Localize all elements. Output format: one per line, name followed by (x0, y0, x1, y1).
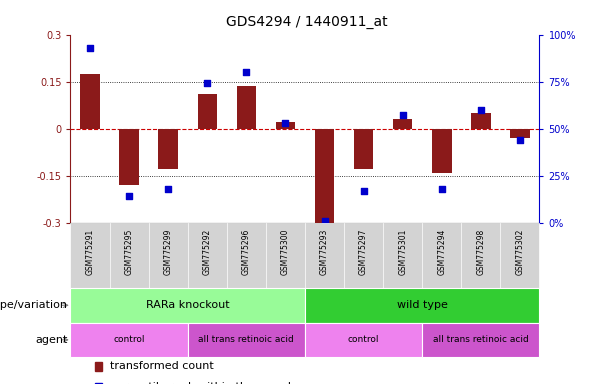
Text: wild type: wild type (397, 300, 447, 310)
Text: GSM775297: GSM775297 (359, 229, 368, 275)
Point (319, 218, 329, 224)
Text: GSM775294: GSM775294 (437, 229, 446, 275)
Text: GSM775292: GSM775292 (203, 229, 211, 275)
Bar (158, 129, 178, 169)
Point (398, 113, 408, 119)
Point (242, 69, 251, 75)
Bar (80, 74, 100, 129)
Point (163, 186, 173, 192)
Text: control: control (348, 335, 379, 344)
Bar (471, 113, 490, 129)
Bar (237, 86, 256, 129)
Bar (354, 129, 373, 169)
Text: GSM775300: GSM775300 (281, 229, 290, 275)
Text: GSM775299: GSM775299 (164, 229, 173, 275)
Text: GSM775295: GSM775295 (124, 229, 134, 275)
Text: control: control (113, 335, 145, 344)
Text: GSM775298: GSM775298 (476, 229, 485, 275)
Bar (120, 129, 139, 185)
Point (476, 107, 485, 113)
Text: transformed count: transformed count (110, 361, 213, 371)
Bar (510, 129, 530, 138)
Text: all trans retinoic acid: all trans retinoic acid (433, 335, 528, 344)
Point (515, 137, 525, 143)
Text: all trans retinoic acid: all trans retinoic acid (199, 335, 294, 344)
Point (85, 45, 95, 51)
Bar (276, 122, 295, 129)
Text: GSM775302: GSM775302 (516, 229, 524, 275)
Point (359, 188, 368, 194)
Text: GSM775296: GSM775296 (242, 229, 251, 275)
Text: agent: agent (35, 335, 67, 345)
Bar (314, 129, 334, 224)
Text: RARa knockout: RARa knockout (146, 300, 229, 310)
Point (281, 120, 291, 126)
Bar (393, 119, 413, 129)
Bar (432, 129, 452, 172)
Text: GSM775293: GSM775293 (320, 229, 329, 275)
Point (124, 193, 134, 199)
Point (202, 80, 212, 86)
Text: GSM775301: GSM775301 (398, 229, 407, 275)
Text: genotype/variation: genotype/variation (0, 300, 67, 310)
Text: GDS4294 / 1440911_at: GDS4294 / 1440911_at (226, 15, 387, 29)
Point (437, 186, 447, 192)
Bar (197, 94, 217, 129)
Text: percentile rank within the sample: percentile rank within the sample (110, 382, 297, 384)
Text: GSM775291: GSM775291 (86, 229, 94, 275)
